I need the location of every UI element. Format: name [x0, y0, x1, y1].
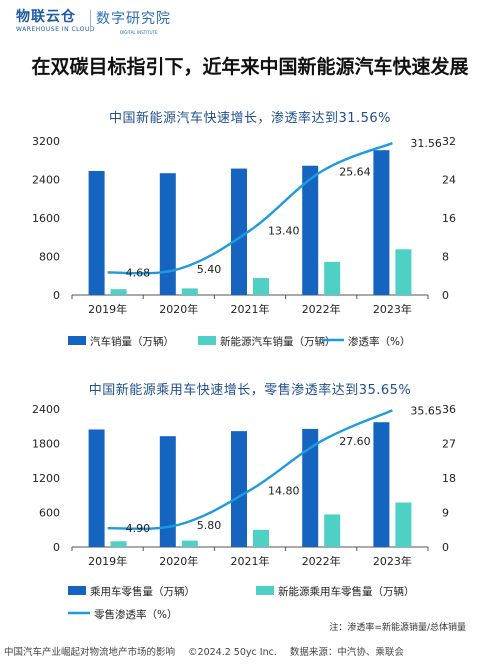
chart1-bar-汽车销量（万辆） — [159, 173, 176, 295]
chart1-y-left-tick-label: 800 — [39, 251, 60, 264]
chart2-line-penetration-rate — [107, 409, 393, 531]
brand-tagline: WAREHOUSE IN CLOUD — [16, 26, 96, 33]
chart1-bar-汽车销量（万辆） — [231, 168, 247, 295]
chart1-line-data-label: 13.40 — [268, 225, 300, 238]
chart2-line-data-label: 27.60 — [339, 435, 371, 448]
chart1-svg: 0 800 1600 2400 3200 0 8 16 24 32 2019年 2020年 2021年 2… — [32, 135, 456, 348]
chart2-y-right-tick-label: 9 — [442, 507, 449, 520]
chart1-x-tick-label: 2020年 — [159, 302, 198, 316]
chart1-y-right-tick-label: 8 — [442, 251, 449, 264]
chart1-x-tick-label: 2019年 — [88, 302, 127, 316]
chart1-x-tick-label: 2023年 — [373, 302, 412, 316]
chart1-line-data-label: 25.64 — [339, 166, 371, 179]
chart2-y-left-tick-label: 1800 — [32, 438, 60, 451]
chart2-x-tick-label: 2023年 — [373, 554, 412, 568]
chart1-y-left-tick-label: 0 — [53, 289, 60, 302]
research-institute-name: 数字研究院 — [96, 11, 171, 27]
chart2-y-left-tick-label: 2400 — [32, 403, 60, 416]
chart1-bar-新能源汽车销量（万辆） — [253, 278, 269, 295]
chart1-x-tick-label: 2022年 — [302, 302, 341, 316]
footer: 中国汽车产业崛起对物流地产市场的影响 ©2024.2 50yc Inc. 数据来… — [4, 644, 414, 658]
footer-report-title: 中国汽车产业崛起对物流地产市场的影响 — [4, 647, 176, 658]
chart2-legend-swatch — [256, 586, 274, 595]
chart1-bar-新能源汽车销量（万辆） — [395, 249, 412, 295]
chart2-bar-新能源乘用车零售量（万辆） — [253, 529, 269, 547]
chart2-x-tick-label: 2020年 — [159, 554, 198, 568]
chart2-x-tick-label: 2019年 — [88, 554, 127, 568]
chart1-x-tick-label: 2021年 — [231, 302, 270, 316]
chart2-line-data-label: 4.90 — [126, 522, 151, 535]
chart1-y-right-tick-label: 32 — [442, 135, 456, 148]
chart2-line-data-label: 35.65 — [410, 404, 442, 417]
chart2-legend-label: 乘用车零售量（万辆） — [90, 585, 195, 598]
header: 物联云仓 WAREHOUSE IN CLOUD 数字研究院 DIGITAL IN… — [0, 0, 500, 44]
chart1-y-left-tick-label: 1600 — [32, 212, 60, 225]
chart2-bar-乘用车零售量（万辆） — [159, 436, 176, 547]
chart2-y-right-tick-label: 36 — [442, 403, 456, 416]
chart1-y-left-tick-label: 3200 — [32, 135, 60, 148]
chart1-legend-swatch — [198, 336, 216, 345]
chart2-bar-乘用车零售量（万辆） — [88, 429, 105, 547]
chart2-legend-swatch — [68, 586, 86, 595]
footer-source: 数据来源：中汽协、乘联会 — [289, 647, 404, 658]
chart1-bar-新能源汽车销量（万辆） — [110, 289, 127, 295]
chart2-bar-新能源乘用车零售量（万辆） — [181, 540, 198, 547]
chart2-x-tick-label: 2021年 — [231, 554, 270, 568]
chart1-title: 中国新能源汽车快速增长，渗透率达到31.56% — [108, 111, 392, 126]
chart1-y-right-tick-label: 0 — [442, 289, 449, 302]
chart1-legend-swatch — [68, 336, 86, 345]
chart2-legend-label: 新能源乘用车零售量（万辆） — [278, 585, 415, 598]
chart2-bar-新能源乘用车零售量（万辆） — [110, 541, 127, 547]
brand-divider — [90, 10, 91, 32]
chart1-line-data-label: 31.56 — [410, 137, 442, 150]
research-institute-tagline: DIGITAL INSTITUTE — [120, 30, 158, 35]
chart1-legend-label: 新能源汽车销量（万辆） — [220, 335, 336, 348]
chart2-line-data-label: 5.80 — [197, 519, 222, 532]
chart1-bar-新能源汽车销量（万辆） — [181, 288, 198, 295]
chart1-legend-label: 汽车销量（万辆） — [90, 335, 174, 348]
chart2-bar-新能源乘用车零售量（万辆） — [324, 514, 341, 547]
chart2-line-data-label: 14.80 — [268, 484, 300, 497]
chart2-bar-新能源乘用车零售量（万辆） — [395, 502, 412, 547]
footnote: 注：渗透率=新能源销量/总体销量 — [329, 623, 466, 633]
chart1-legend-label: 渗透率（%） — [348, 335, 410, 348]
chart1-y-right-tick-label: 24 — [442, 174, 456, 187]
chart2-bar-乘用车零售量（万辆） — [302, 428, 319, 547]
chart2-bar-乘用车零售量（万辆） — [373, 422, 390, 547]
chart2-y-left-tick-label: 600 — [39, 507, 60, 520]
chart2-y-right-tick-label: 18 — [442, 472, 456, 485]
chart1-line-data-label: 5.40 — [197, 263, 222, 276]
chart1-bar-汽车销量（万辆） — [88, 170, 105, 295]
chart2-y-left-tick-label: 0 — [53, 541, 60, 554]
chart1-y-right-tick-label: 16 — [442, 212, 456, 225]
page-title: 在双碳目标指引下，近年来中国新能源汽车快速发展 — [31, 56, 469, 78]
chart2-legend-label: 零售渗透率（%） — [94, 608, 177, 621]
footer-copyright: ©2024.2 50yc Inc. — [188, 647, 277, 658]
chart2-y-right-tick-label: 27 — [442, 438, 456, 451]
chart1-bar-汽车销量（万辆） — [302, 165, 319, 295]
chart2-y-right-tick-label: 0 — [442, 541, 449, 554]
chart1-line-data-label: 4.68 — [126, 266, 151, 279]
chart2-x-tick-label: 2022年 — [302, 554, 341, 568]
chart1-y-left-tick-label: 2400 — [32, 174, 60, 187]
chart1-bar-新能源汽车销量（万辆） — [324, 261, 341, 295]
chart1-bar-汽车销量（万辆） — [373, 150, 390, 295]
brand-logo: 物联云仓 — [16, 9, 76, 25]
chart2-y-left-tick-label: 1200 — [32, 472, 60, 485]
chart2-svg: 0 600 1200 1800 2400 0 9 18 27 36 2019年 2020年 2021年 2… — [32, 403, 456, 621]
chart2-bar-乘用车零售量（万辆） — [231, 431, 247, 547]
chart2-title: 中国新能源乘用车快速增长，零售渗透率达到35.65% — [88, 383, 412, 398]
chart1-line-penetration-rate — [107, 142, 393, 275]
